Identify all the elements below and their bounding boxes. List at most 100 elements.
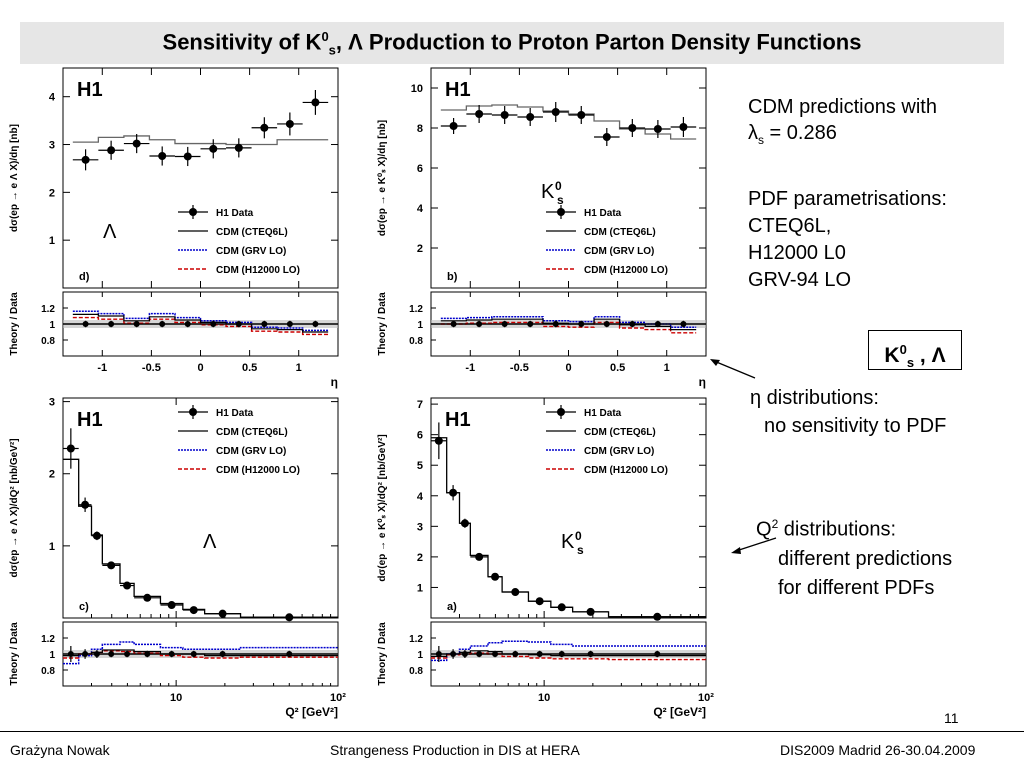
data-point [526, 113, 535, 121]
ratio-y-tick-label: 0.8 [41, 666, 55, 677]
title-prefix: Sensitivity of K [162, 29, 322, 55]
q2-text: Q2 distributions: different predictions … [756, 510, 952, 603]
data-point [234, 143, 243, 152]
lambda-q2-plot: 1 2 3 0.8 1 1.2 10 10² Q² [GeV²] dσ(ep → e Λ X)/d… [0, 390, 346, 720]
x-axis-label: η [699, 375, 706, 389]
data-point [551, 108, 560, 116]
ratio-data-point [461, 651, 468, 657]
ratio-data-point [82, 321, 89, 327]
legend-grv-label: CDM (GRV LO) [584, 246, 654, 257]
y-tick-label: 6 [417, 163, 423, 175]
ratio-data-point [680, 321, 687, 327]
y-tick-label: 2 [417, 552, 423, 564]
chart-svg: 2 4 6 8 10 0.8 1 1.2 -1 -0.5 0 0.5 1 η dσ(ep → e K⁰ₛ X… [377, 67, 707, 389]
eta-line2: no sensitivity to PDF [764, 415, 947, 437]
data-point [511, 588, 520, 597]
footer-divider [0, 731, 1024, 732]
data-point [475, 110, 484, 118]
ratio-y-tick-label: 1 [49, 320, 55, 331]
panel-label: d) [79, 271, 90, 283]
lambda-sub: s [758, 133, 764, 147]
legend-h1-data-label: H1 Data [584, 408, 622, 419]
ratio-data-point [629, 321, 636, 327]
ratio-data-point [93, 651, 100, 657]
ratio-data-point [261, 321, 268, 327]
ratio-data-point [108, 651, 115, 657]
cdm-text: CDM predictions with λs = 0.286 [748, 94, 937, 153]
eta-line1: η distributions: [750, 387, 879, 409]
data-point [628, 124, 637, 132]
ratio-data-point [587, 651, 594, 657]
y-tick-label: 7 [417, 399, 423, 411]
legend-cteq-label: CDM (CTEQ6L) [216, 227, 288, 238]
ratio-data-point [552, 321, 559, 327]
page-number: 11 [944, 710, 959, 726]
ratio-data-point [235, 321, 242, 327]
ratio-data-point [558, 651, 565, 657]
h1-logo: H1 [77, 79, 103, 101]
data-point [491, 572, 500, 581]
y-tick-label: 1 [417, 582, 423, 594]
ratio-y-tick-label: 0.8 [41, 336, 55, 347]
data-point [577, 111, 586, 119]
ratio-data-point [190, 651, 197, 657]
data-point [460, 519, 469, 528]
ratio-y-tick-label: 1.2 [409, 304, 423, 315]
lambda-eta-plot: 1 2 3 4 0.8 1 1.2 -1 -0.5 0 0.5 1 η dσ(ep → e Λ X)/dη… [0, 60, 345, 390]
cdm-curve [72, 135, 329, 146]
ratio-data-point [219, 651, 226, 657]
y-axis-label: dσ(ep → e K⁰ₛ X)/dη [nb] [377, 120, 388, 236]
data-point [557, 603, 566, 612]
ratio-data-point [108, 321, 115, 327]
y-axis-label: dσ(ep → e K⁰ₛ X)/dQ² [nb/GeV²] [377, 434, 388, 581]
pdf-item-cteq: CTEQ6L, [748, 215, 832, 237]
legend-grv-label: CDM (GRV LO) [584, 446, 654, 457]
pdf-item-h12000: H12000 L0 [748, 242, 846, 264]
pdf-text: PDF parametrisations: CTEQ6L, H12000 L0 … [748, 186, 947, 294]
ratio-data-point [312, 321, 319, 327]
q2-line3: for different PDFs [778, 576, 935, 599]
ratio-data-point [476, 651, 483, 657]
pdf-item-grv: GRV-94 LO [748, 269, 852, 291]
h1-logo: H1 [445, 79, 471, 101]
h1-logo: H1 [445, 409, 471, 431]
legend-h1-data-label: H1 Data [216, 408, 254, 419]
data-point [602, 133, 611, 141]
particle-label: Λ [103, 221, 117, 243]
data-point [123, 581, 132, 590]
y-tick-label: 8 [417, 123, 423, 135]
q2-rest: distributions: [778, 518, 897, 541]
data-point [218, 609, 227, 618]
x-axis-label: η [331, 375, 338, 389]
data-point [107, 146, 116, 155]
ratio-data-point [210, 321, 217, 327]
legend-h12000-label: CDM (H12000 LO) [216, 265, 300, 276]
legend-cteq-label: CDM (CTEQ6L) [584, 427, 656, 438]
y-tick-label: 3 [49, 140, 55, 152]
title-sup: 0 [321, 29, 329, 44]
cdm-line1: CDM predictions with [748, 96, 937, 118]
ratio-h12000-curve [440, 321, 697, 334]
x-tick-label: 0.5 [242, 362, 257, 374]
data-point [449, 488, 458, 497]
data-point [167, 601, 176, 610]
ratio-grv-curve [63, 641, 338, 665]
cdm-line2: λs = 0.286 [748, 120, 937, 153]
ratio-data-point [654, 321, 661, 327]
ratio-data-point [435, 651, 442, 657]
x-tick-label: -0.5 [142, 362, 161, 374]
q2-line2: different predictions [778, 547, 953, 570]
ratio-data-point [536, 651, 543, 657]
legend-cteq-label: CDM (CTEQ6L) [216, 427, 288, 438]
y-tick-label: 3 [49, 397, 55, 409]
data-point [535, 597, 544, 606]
ratio-y-axis-label: Theory / Data [377, 292, 388, 356]
x-tick-label: 10 [538, 692, 550, 704]
legend-grv-label: CDM (GRV LO) [216, 446, 286, 457]
y-tick-label: 1 [49, 235, 55, 247]
box-k: K [884, 344, 900, 367]
ratio-data-point [492, 651, 499, 657]
ratio-data-point [82, 651, 89, 657]
particle-label-sub: s [557, 193, 564, 207]
